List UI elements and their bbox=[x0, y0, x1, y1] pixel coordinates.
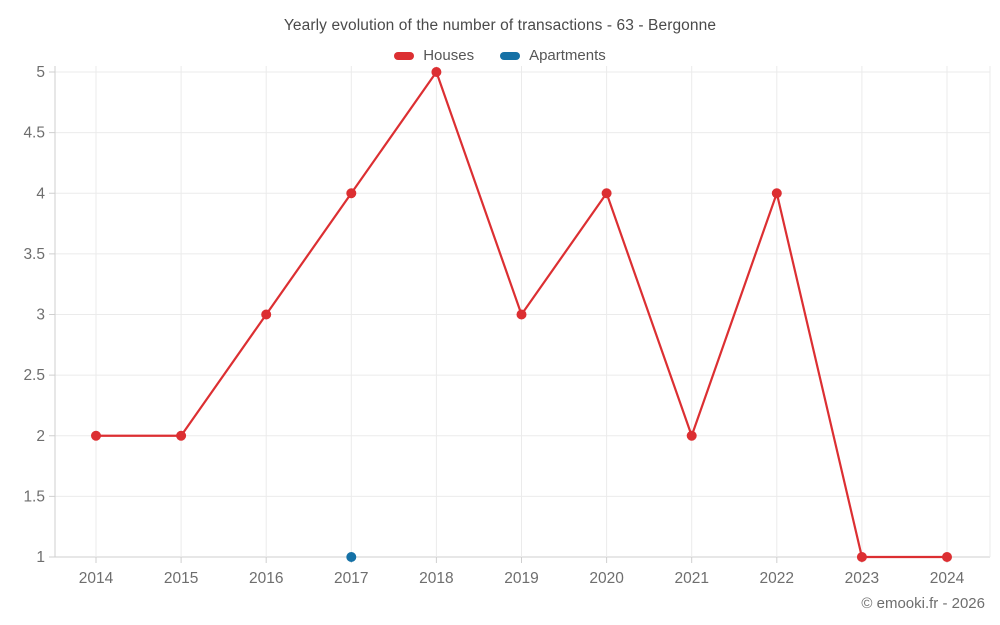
x-tick-label: 2015 bbox=[164, 570, 198, 587]
y-tick-label: 4 bbox=[36, 185, 45, 202]
x-tick-label: 2017 bbox=[334, 570, 368, 587]
houses-point[interactable] bbox=[942, 552, 952, 562]
houses-point[interactable] bbox=[91, 430, 101, 441]
houses-point[interactable] bbox=[516, 309, 527, 320]
houses-point[interactable] bbox=[856, 552, 867, 562]
y-tick-label: 3 bbox=[36, 307, 45, 324]
apartments-point[interactable] bbox=[346, 552, 357, 562]
x-tick-label: 2024 bbox=[930, 570, 965, 587]
houses-point[interactable] bbox=[176, 430, 187, 441]
x-tick-label: 2022 bbox=[760, 570, 794, 587]
houses-point[interactable] bbox=[686, 430, 697, 441]
x-tick-label: 2016 bbox=[249, 570, 283, 587]
y-tick-label: 2 bbox=[36, 428, 45, 445]
legend-label-houses: Houses bbox=[423, 47, 475, 64]
houses-point[interactable] bbox=[346, 188, 357, 199]
x-tick-label: 2021 bbox=[674, 570, 708, 587]
footer-credit: © emooki.fr - 2026 bbox=[861, 595, 985, 612]
y-tick-label: 1 bbox=[36, 549, 45, 566]
y-tick-label: 5 bbox=[36, 64, 45, 81]
houses-point[interactable] bbox=[771, 188, 782, 199]
x-tick-label: 2023 bbox=[845, 570, 879, 587]
x-tick-label: 2014 bbox=[79, 570, 114, 587]
houses-legend-swatch-icon bbox=[394, 51, 415, 60]
x-tick-label: 2020 bbox=[589, 570, 624, 587]
y-tick-label: 1.5 bbox=[23, 488, 45, 505]
houses-point[interactable] bbox=[431, 67, 442, 77]
x-tick-label: 2018 bbox=[419, 570, 453, 587]
chart-title: Yearly evolution of the number of transa… bbox=[283, 17, 717, 34]
y-tick-label: 4.5 bbox=[23, 125, 45, 142]
legend-item-houses[interactable]: Houses bbox=[394, 47, 474, 64]
y-tick-label: 2.5 bbox=[23, 367, 45, 384]
legend-label-apartments: Apartments bbox=[529, 47, 606, 64]
y-tick-label: 3.5 bbox=[23, 246, 45, 263]
houses-point[interactable] bbox=[601, 188, 612, 199]
houses-point[interactable] bbox=[261, 309, 272, 320]
legend-item-apartments[interactable]: Apartments bbox=[500, 47, 606, 64]
apartments-legend-swatch-icon bbox=[500, 51, 521, 60]
chart-legend: Houses Apartments bbox=[0, 47, 1000, 64]
x-tick-label: 2019 bbox=[504, 570, 538, 587]
